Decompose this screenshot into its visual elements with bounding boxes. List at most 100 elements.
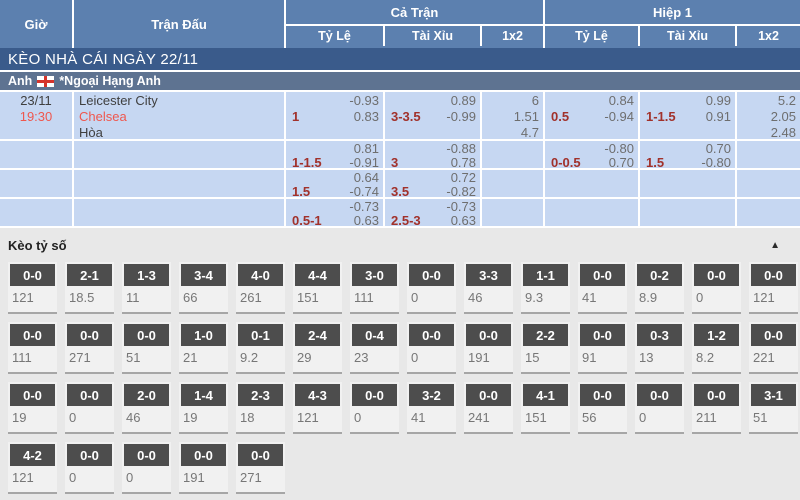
score-bet-item[interactable]: 4-3 121 bbox=[293, 382, 342, 434]
score-bet-item[interactable]: 0-0 221 bbox=[749, 322, 798, 374]
score-bet-item[interactable]: 0-0 271 bbox=[65, 322, 114, 374]
score-bet-item[interactable]: 0-0 56 bbox=[578, 382, 627, 434]
odds-value[interactable]: 0.83 bbox=[353, 109, 379, 124]
score-bet-item[interactable]: 2-2 15 bbox=[521, 322, 570, 374]
odds-value[interactable]: 0.81 bbox=[353, 141, 379, 156]
score-bet-item[interactable]: 0-0 121 bbox=[749, 262, 798, 314]
score-bet-item[interactable]: 0-0 191 bbox=[464, 322, 513, 374]
score-bet-item[interactable]: 0-0 0 bbox=[65, 382, 114, 434]
odds-value[interactable]: -0.88 bbox=[446, 141, 476, 156]
score-bet-item[interactable]: 1-2 8.2 bbox=[692, 322, 741, 374]
odds-value[interactable]: 0.89 bbox=[450, 93, 476, 108]
score-bet-item[interactable]: 0-0 51 bbox=[122, 322, 171, 374]
score-bet-item[interactable]: 0-0 0 bbox=[407, 322, 456, 374]
score-bet-item[interactable]: 0-4 23 bbox=[350, 322, 399, 374]
score-bet-item[interactable]: 0-0 121 bbox=[8, 262, 57, 314]
score-bet-item[interactable]: 1-3 11 bbox=[122, 262, 171, 314]
odds-value[interactable]: -0.73 bbox=[349, 199, 379, 214]
odds-value[interactable]: 1.51 bbox=[513, 109, 539, 124]
score-bet-item[interactable]: 0-0 0 bbox=[635, 382, 684, 434]
score-bet-item[interactable]: 2-0 46 bbox=[122, 382, 171, 434]
ft-handicap-cell[interactable]: -0.73 0.5-1 0.63 bbox=[286, 199, 385, 226]
ft-over-under-cell[interactable]: 0.72 3.5 -0.82 bbox=[385, 170, 482, 197]
score-bet-item[interactable]: 0-0 0 bbox=[407, 262, 456, 314]
league-bar[interactable]: Anh *Ngoại Hạng Anh bbox=[0, 72, 800, 92]
h1-over-under-cell[interactable]: 0.70 1.5 -0.80 bbox=[640, 141, 737, 168]
odds-value[interactable]: 0.64 bbox=[353, 170, 379, 185]
score-bet-item[interactable]: 0-2 8.9 bbox=[635, 262, 684, 314]
odds-value[interactable]: 6 bbox=[531, 93, 539, 108]
h1-1x2-cell[interactable]: 5.2 2.05 2.48 bbox=[737, 92, 800, 139]
score-bet-item[interactable]: 0-0 191 bbox=[179, 442, 228, 494]
odds-value[interactable]: 0.70 bbox=[608, 154, 634, 168]
correct-score-header[interactable]: Kèo tỷ số ▲ bbox=[0, 238, 800, 253]
odds-value[interactable]: 0.99 bbox=[705, 93, 731, 108]
odds-value[interactable]: -0.91 bbox=[349, 154, 379, 168]
ft-over-under-cell[interactable]: -0.88 3 0.78 bbox=[385, 141, 482, 168]
score-bet-item[interactable]: 2-4 29 bbox=[293, 322, 342, 374]
ft-1x2-cell[interactable]: 6 1.51 4.7 bbox=[482, 92, 545, 139]
score-bet-item[interactable]: 0-0 0 bbox=[350, 382, 399, 434]
score-bet-item[interactable]: 0-0 91 bbox=[578, 322, 627, 374]
h1-over-under-cell[interactable]: 0.99 1-1.5 0.91 bbox=[640, 92, 737, 139]
score-bet-item[interactable]: 0-0 241 bbox=[464, 382, 513, 434]
score-bet-item[interactable]: 3-2 41 bbox=[407, 382, 456, 434]
ft-1x2-cell[interactable] bbox=[482, 170, 545, 197]
odds-value[interactable]: -0.80 bbox=[701, 154, 731, 168]
score-bet-item[interactable]: 1-0 21 bbox=[179, 322, 228, 374]
h1-over-under-cell[interactable] bbox=[640, 199, 737, 226]
score-bet-item[interactable]: 4-4 151 bbox=[293, 262, 342, 314]
score-bet-item[interactable]: 3-4 66 bbox=[179, 262, 228, 314]
score-bet-item[interactable]: 0-0 41 bbox=[578, 262, 627, 314]
ft-handicap-cell[interactable]: 0.81 1-1.5 -0.91 bbox=[286, 141, 385, 168]
ft-over-under-cell[interactable]: -0.73 2.5-3 0.63 bbox=[385, 199, 482, 226]
h1-over-under-cell[interactable] bbox=[640, 170, 737, 197]
score-bet-item[interactable]: 2-3 18 bbox=[236, 382, 285, 434]
h1-handicap-cell[interactable] bbox=[545, 170, 640, 197]
score-bet-item[interactable]: 1-4 19 bbox=[179, 382, 228, 434]
odds-value[interactable]: -0.74 bbox=[349, 183, 379, 197]
odds-value[interactable]: -0.99 bbox=[446, 109, 476, 124]
odds-value[interactable]: 0.72 bbox=[450, 170, 476, 185]
ft-handicap-cell[interactable]: -0.93 1 0.83 bbox=[286, 92, 385, 139]
score-bet-item[interactable]: 0-0 0 bbox=[122, 442, 171, 494]
odds-value[interactable]: 5.2 bbox=[777, 93, 796, 108]
ft-1x2-cell[interactable] bbox=[482, 199, 545, 226]
collapse-arrow-icon[interactable]: ▲ bbox=[770, 240, 780, 251]
score-bet-item[interactable]: 0-0 271 bbox=[236, 442, 285, 494]
h1-1x2-cell[interactable] bbox=[737, 170, 800, 197]
score-bet-item[interactable]: 4-1 151 bbox=[521, 382, 570, 434]
odds-value[interactable]: 2.48 bbox=[770, 125, 796, 139]
score-bet-item[interactable]: 0-0 0 bbox=[65, 442, 114, 494]
odds-value[interactable]: -0.93 bbox=[349, 93, 379, 108]
score-bet-item[interactable]: 0-3 13 bbox=[635, 322, 684, 374]
odds-value[interactable]: -0.80 bbox=[604, 141, 634, 156]
score-bet-item[interactable]: 2-1 18.5 bbox=[65, 262, 114, 314]
odds-value[interactable]: 4.7 bbox=[520, 125, 539, 139]
score-bet-item[interactable]: 3-3 46 bbox=[464, 262, 513, 314]
odds-value[interactable]: 0.84 bbox=[608, 93, 634, 108]
odds-value[interactable]: 0.63 bbox=[353, 212, 379, 226]
h1-1x2-cell[interactable] bbox=[737, 141, 800, 168]
h1-handicap-cell[interactable]: 0.84 0.5 -0.94 bbox=[545, 92, 640, 139]
h1-handicap-cell[interactable]: -0.80 0-0.5 0.70 bbox=[545, 141, 640, 168]
score-bet-item[interactable]: 4-0 261 bbox=[236, 262, 285, 314]
ft-over-under-cell[interactable]: 0.89 3-3.5 -0.99 bbox=[385, 92, 482, 139]
odds-value[interactable]: -0.94 bbox=[604, 109, 634, 124]
score-bet-item[interactable]: 3-0 111 bbox=[350, 262, 399, 314]
score-bet-item[interactable]: 3-1 51 bbox=[749, 382, 798, 434]
score-bet-item[interactable]: 0-0 19 bbox=[8, 382, 57, 434]
score-bet-item[interactable]: 0-0 111 bbox=[8, 322, 57, 374]
score-bet-item[interactable]: 0-0 0 bbox=[692, 262, 741, 314]
odds-value[interactable]: 0.70 bbox=[705, 141, 731, 156]
odds-value[interactable]: 2.05 bbox=[770, 109, 796, 124]
odds-value[interactable]: -0.82 bbox=[446, 183, 476, 197]
score-bet-item[interactable]: 1-1 9.3 bbox=[521, 262, 570, 314]
odds-value[interactable]: 0.63 bbox=[450, 212, 476, 226]
score-bet-item[interactable]: 0-1 9.2 bbox=[236, 322, 285, 374]
h1-1x2-cell[interactable] bbox=[737, 199, 800, 226]
odds-value[interactable]: 0.91 bbox=[705, 109, 731, 124]
h1-handicap-cell[interactable] bbox=[545, 199, 640, 226]
odds-value[interactable]: -0.73 bbox=[446, 199, 476, 214]
ft-1x2-cell[interactable] bbox=[482, 141, 545, 168]
